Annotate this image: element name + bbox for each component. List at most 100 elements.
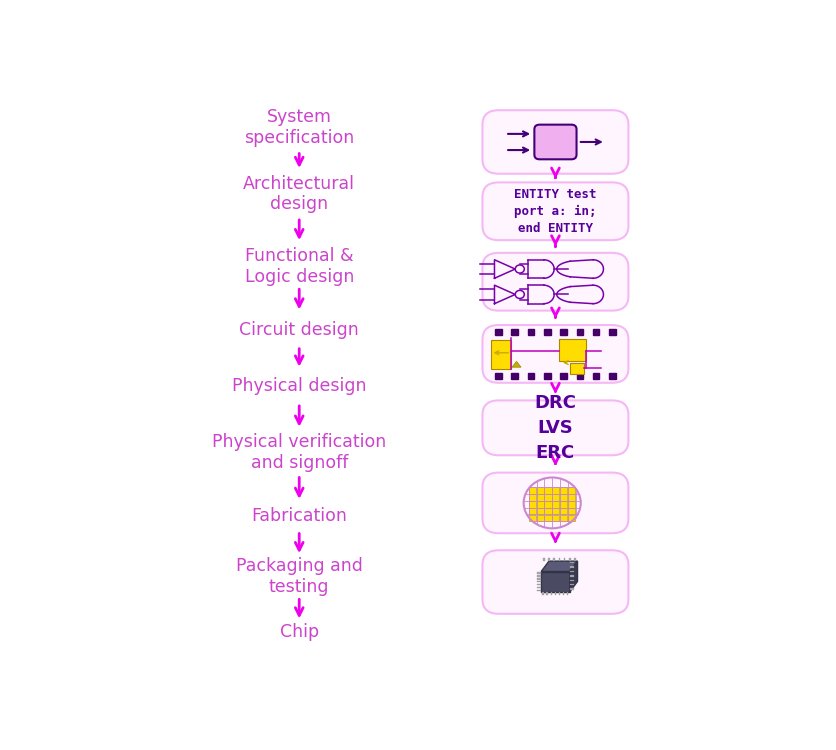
FancyBboxPatch shape [543, 494, 551, 500]
FancyBboxPatch shape [553, 558, 554, 561]
FancyBboxPatch shape [567, 508, 574, 515]
FancyBboxPatch shape [482, 182, 628, 240]
FancyBboxPatch shape [592, 373, 599, 379]
FancyBboxPatch shape [482, 550, 628, 614]
FancyBboxPatch shape [528, 501, 535, 508]
FancyBboxPatch shape [537, 584, 541, 585]
FancyBboxPatch shape [543, 373, 550, 379]
FancyBboxPatch shape [543, 515, 551, 521]
FancyBboxPatch shape [559, 488, 567, 494]
Text: Circuit design: Circuit design [239, 321, 359, 339]
FancyBboxPatch shape [548, 558, 549, 561]
Text: Packaging and
testing: Packaging and testing [236, 556, 362, 596]
Text: Chip: Chip [279, 622, 319, 640]
FancyBboxPatch shape [482, 325, 628, 382]
FancyBboxPatch shape [567, 488, 574, 494]
FancyBboxPatch shape [543, 508, 551, 515]
FancyBboxPatch shape [543, 501, 551, 508]
FancyBboxPatch shape [563, 558, 564, 561]
FancyBboxPatch shape [567, 494, 574, 500]
Text: Fabrication: Fabrication [251, 507, 347, 525]
FancyBboxPatch shape [568, 558, 570, 561]
Text: Architectural
design: Architectural design [243, 175, 354, 213]
FancyBboxPatch shape [543, 329, 550, 334]
FancyBboxPatch shape [533, 124, 576, 159]
FancyBboxPatch shape [609, 329, 615, 334]
FancyBboxPatch shape [552, 515, 558, 521]
FancyBboxPatch shape [490, 340, 511, 369]
FancyBboxPatch shape [569, 562, 573, 563]
FancyBboxPatch shape [528, 508, 535, 515]
FancyBboxPatch shape [552, 488, 558, 494]
FancyBboxPatch shape [528, 488, 535, 494]
FancyBboxPatch shape [537, 586, 541, 588]
FancyBboxPatch shape [559, 373, 566, 379]
FancyBboxPatch shape [528, 373, 533, 379]
Text: Physical verification
and signoff: Physical verification and signoff [212, 433, 386, 472]
FancyBboxPatch shape [559, 329, 566, 334]
Text: Functional &
Logic design: Functional & Logic design [244, 247, 354, 286]
FancyBboxPatch shape [569, 363, 584, 374]
FancyBboxPatch shape [558, 339, 585, 361]
FancyBboxPatch shape [546, 592, 548, 596]
FancyBboxPatch shape [552, 508, 558, 515]
FancyBboxPatch shape [569, 571, 573, 572]
FancyBboxPatch shape [609, 373, 615, 379]
FancyBboxPatch shape [569, 575, 573, 577]
FancyBboxPatch shape [536, 508, 543, 515]
Text: ENTITY test
port a: in;
end ENTITY: ENTITY test port a: in; end ENTITY [513, 188, 596, 235]
FancyBboxPatch shape [567, 501, 574, 508]
FancyBboxPatch shape [550, 592, 552, 596]
Polygon shape [512, 362, 521, 368]
FancyBboxPatch shape [511, 373, 517, 379]
FancyBboxPatch shape [592, 329, 599, 334]
FancyBboxPatch shape [542, 592, 543, 596]
FancyBboxPatch shape [495, 329, 501, 334]
FancyBboxPatch shape [552, 494, 558, 500]
FancyBboxPatch shape [558, 558, 559, 561]
FancyBboxPatch shape [536, 501, 543, 508]
FancyBboxPatch shape [537, 578, 541, 580]
Text: Physical design: Physical design [232, 376, 366, 394]
FancyBboxPatch shape [537, 572, 541, 574]
FancyBboxPatch shape [543, 558, 544, 561]
FancyBboxPatch shape [566, 592, 568, 596]
FancyBboxPatch shape [537, 575, 541, 577]
Text: DRC
LVS
ERC: DRC LVS ERC [534, 394, 576, 462]
FancyBboxPatch shape [482, 400, 628, 455]
FancyBboxPatch shape [559, 501, 567, 508]
FancyBboxPatch shape [558, 592, 559, 596]
FancyBboxPatch shape [482, 253, 628, 310]
FancyBboxPatch shape [554, 592, 556, 596]
Polygon shape [569, 561, 577, 592]
FancyBboxPatch shape [559, 515, 567, 521]
FancyBboxPatch shape [511, 329, 517, 334]
FancyBboxPatch shape [576, 329, 583, 334]
FancyBboxPatch shape [536, 515, 543, 521]
FancyBboxPatch shape [543, 488, 551, 494]
FancyBboxPatch shape [541, 572, 569, 592]
FancyBboxPatch shape [528, 494, 535, 500]
FancyBboxPatch shape [569, 588, 573, 590]
FancyBboxPatch shape [559, 494, 567, 500]
FancyBboxPatch shape [569, 580, 573, 581]
FancyBboxPatch shape [562, 592, 563, 596]
FancyBboxPatch shape [536, 494, 543, 500]
FancyBboxPatch shape [552, 501, 558, 508]
FancyBboxPatch shape [482, 472, 628, 533]
Polygon shape [541, 561, 577, 572]
FancyBboxPatch shape [576, 373, 583, 379]
FancyBboxPatch shape [482, 110, 628, 174]
FancyBboxPatch shape [495, 373, 501, 379]
FancyBboxPatch shape [528, 329, 533, 334]
Text: System
specification: System specification [244, 108, 354, 147]
FancyBboxPatch shape [537, 581, 541, 583]
FancyBboxPatch shape [537, 590, 541, 591]
FancyBboxPatch shape [536, 488, 543, 494]
FancyBboxPatch shape [559, 508, 567, 515]
FancyBboxPatch shape [573, 558, 575, 561]
FancyBboxPatch shape [569, 584, 573, 586]
FancyBboxPatch shape [569, 566, 573, 568]
FancyBboxPatch shape [528, 515, 535, 521]
FancyBboxPatch shape [567, 515, 574, 521]
